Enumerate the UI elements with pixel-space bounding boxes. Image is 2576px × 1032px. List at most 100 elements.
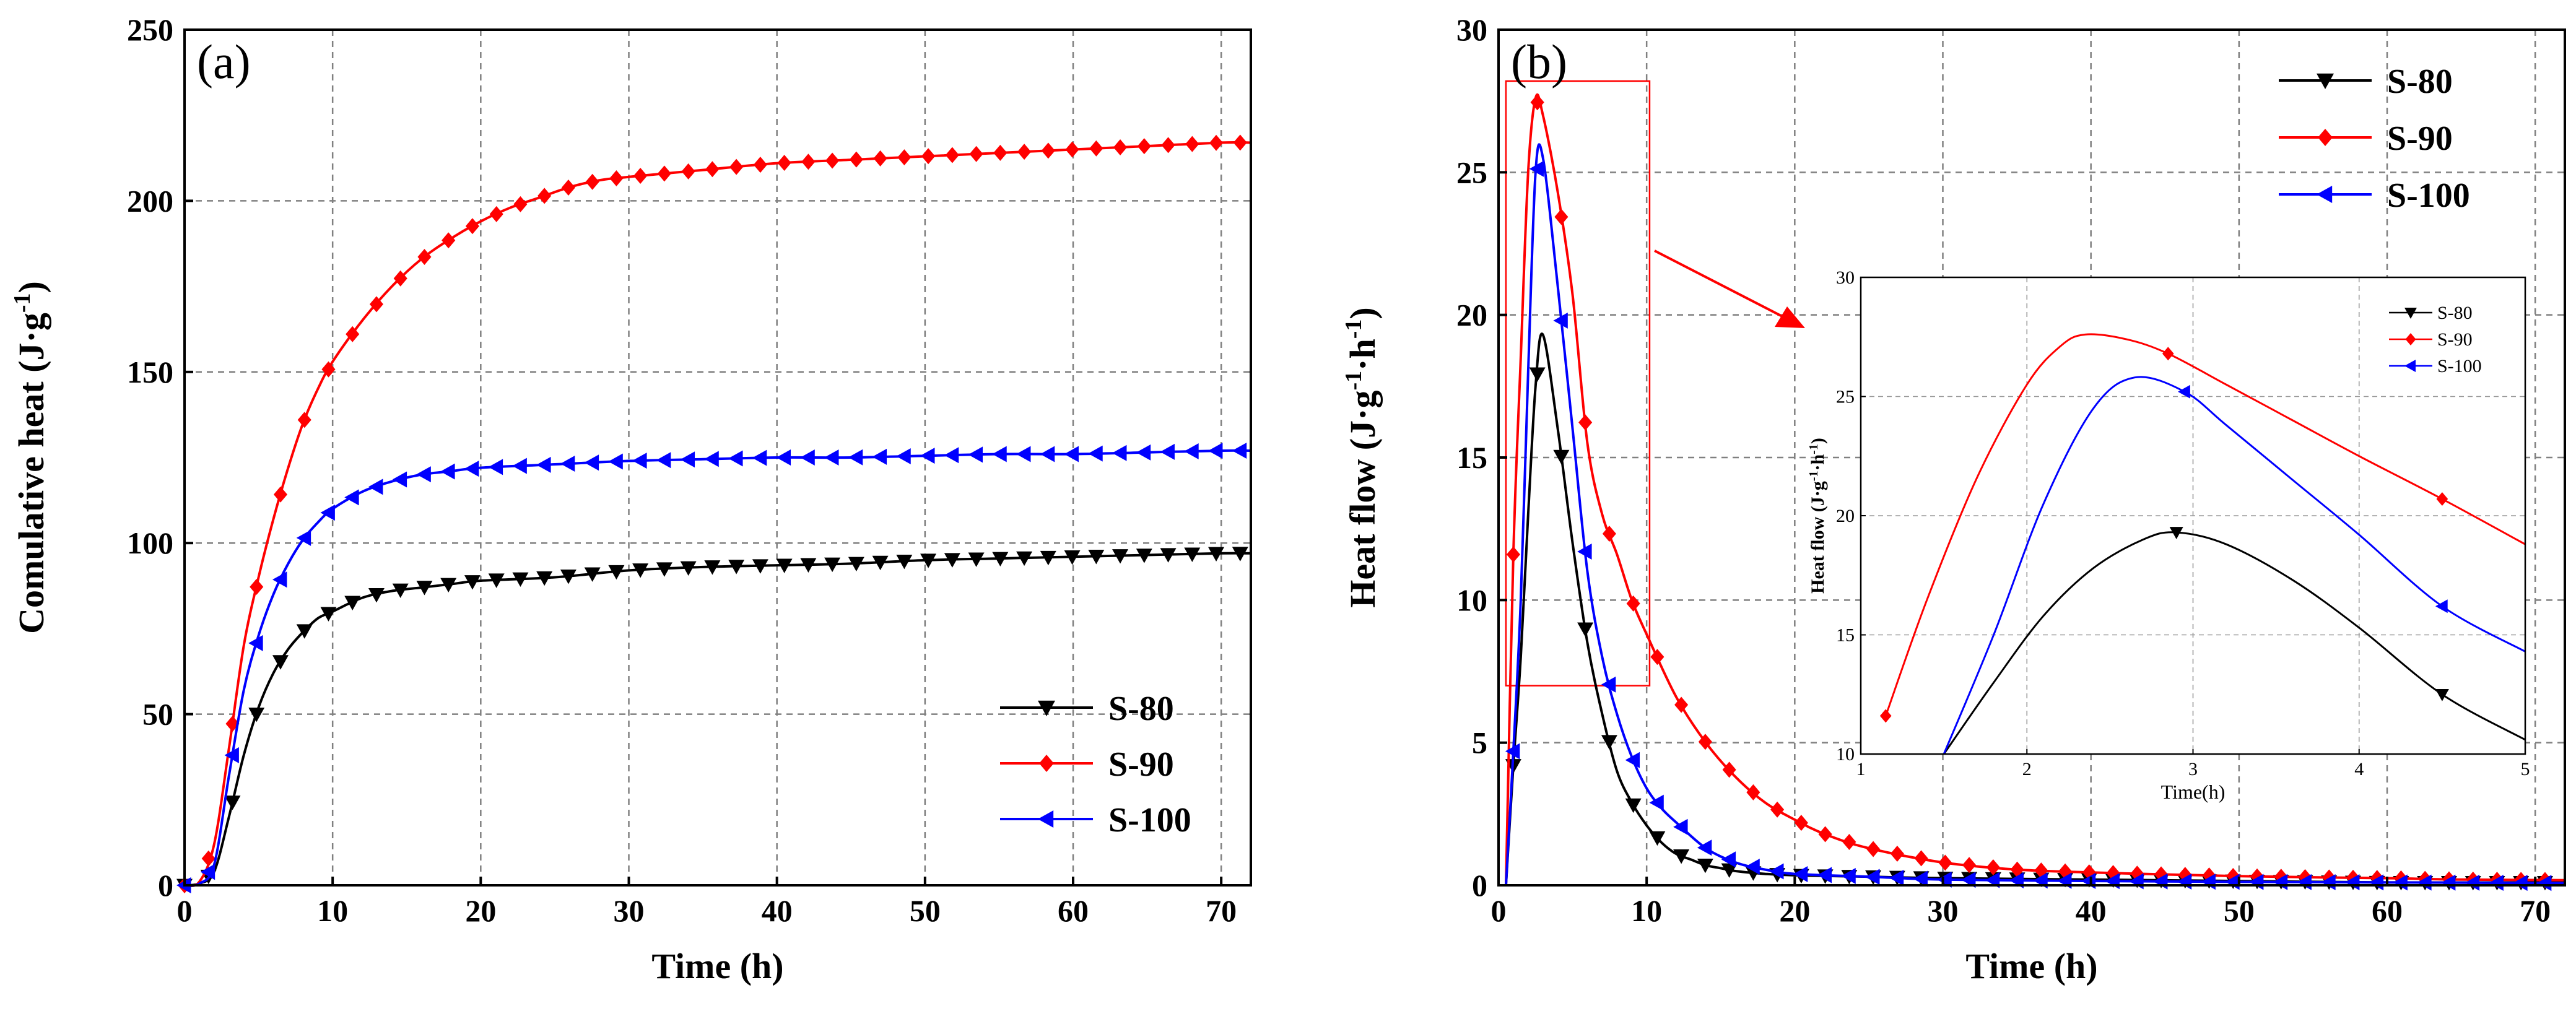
x-tick-label: 70 bbox=[1206, 893, 1237, 928]
marker-S-100 bbox=[2536, 875, 2552, 891]
marker-S-100 bbox=[1184, 443, 1199, 460]
marker-S-80 bbox=[488, 573, 505, 588]
marker-S-80 bbox=[392, 583, 409, 598]
inset-y-axis-title: Heat flow (J·g-1·h-1) bbox=[1807, 438, 1828, 594]
x-tick-label: 30 bbox=[1928, 893, 1959, 928]
inset-y-tick-label: 15 bbox=[1836, 625, 1855, 646]
marker-S-90 bbox=[969, 145, 983, 162]
y-axis-title-part: -1 bbox=[1341, 371, 1367, 391]
x-tick-label: 20 bbox=[1779, 893, 1810, 928]
marker-S-90 bbox=[777, 155, 791, 171]
marker-S-100 bbox=[1505, 743, 1520, 760]
marker-S-80 bbox=[1232, 547, 1248, 562]
marker-S-90 bbox=[921, 148, 936, 165]
y-axis-title-part: ) bbox=[1342, 307, 1383, 319]
marker-S-90 bbox=[346, 326, 360, 342]
inset-y-axis-title-part: -1 bbox=[1807, 471, 1821, 482]
x-tick-label: 0 bbox=[177, 893, 193, 928]
marker-S-90 bbox=[945, 147, 959, 163]
zoom-arrow-line bbox=[1654, 249, 1784, 318]
marker-S-90 bbox=[561, 179, 575, 196]
marker-S-80 bbox=[440, 578, 457, 593]
y-tick-label: 150 bbox=[127, 355, 173, 389]
marker-S-100 bbox=[1625, 752, 1640, 768]
marker-S-80 bbox=[872, 555, 889, 571]
inset-series-line-S-90 bbox=[1884, 333, 2526, 716]
inset-legend: S-80 S-90 S-100 bbox=[2389, 303, 2482, 376]
y-tick-label: 20 bbox=[1456, 298, 1487, 332]
inset-marker-S-90 bbox=[2162, 347, 2174, 361]
zoom-arrow bbox=[1654, 249, 1805, 328]
inset-x-axis-title: Time(h) bbox=[2161, 781, 2226, 803]
x-axis-title: Time (h) bbox=[1965, 946, 2097, 986]
x-tick-label: 60 bbox=[2372, 893, 2403, 928]
y-axis-title-part: -1 bbox=[1341, 319, 1367, 339]
marker-S-90 bbox=[633, 167, 648, 184]
y-tick-label: 50 bbox=[142, 697, 173, 732]
x-axis-title: Time (h) bbox=[651, 946, 783, 986]
marker-S-90 bbox=[1137, 138, 1151, 155]
marker-S-100 bbox=[1769, 863, 1784, 880]
x-tick-label: 70 bbox=[2520, 893, 2551, 928]
x-tick-label: 40 bbox=[762, 893, 793, 928]
inset-marker-S-90 bbox=[1879, 709, 1892, 723]
marker-S-80 bbox=[344, 596, 361, 610]
marker-S-90 bbox=[585, 173, 599, 190]
marker-S-80 bbox=[1064, 550, 1081, 565]
y-axis-title: Heat flow (J·g-1·h-1) bbox=[1341, 307, 1383, 607]
marker-S-90 bbox=[489, 206, 503, 222]
series-line-S-80 bbox=[184, 552, 1251, 887]
marker-S-100 bbox=[1529, 160, 1544, 177]
legend-marker-S-100 bbox=[2317, 186, 2333, 203]
inset-y-tick-label: 30 bbox=[1836, 267, 1855, 288]
marker-S-80 bbox=[1721, 863, 1738, 878]
marker-S-90 bbox=[1938, 854, 1952, 871]
marker-S-90 bbox=[729, 158, 744, 175]
marker-S-80 bbox=[1577, 622, 1594, 637]
marker-S-90 bbox=[801, 154, 816, 170]
marker-S-90 bbox=[1065, 141, 1079, 158]
marker-S-80 bbox=[1553, 449, 1570, 465]
legend-marker-S-80 bbox=[2317, 73, 2334, 89]
marker-S-90 bbox=[753, 157, 767, 173]
marker-S-90 bbox=[2178, 867, 2192, 883]
marker-S-100 bbox=[1016, 446, 1031, 462]
marker-S-100 bbox=[1721, 851, 1736, 868]
marker-S-100 bbox=[560, 456, 575, 472]
marker-S-80 bbox=[224, 796, 241, 810]
marker-S-100 bbox=[752, 449, 767, 466]
y-axis-title-part: ·h bbox=[1342, 339, 1383, 371]
x-tick-label: 0 bbox=[1491, 893, 1507, 928]
inset-y-tick-label: 25 bbox=[1836, 387, 1855, 407]
inset-y-tick-label: 20 bbox=[1836, 506, 1855, 526]
x-tick-label: 40 bbox=[2076, 893, 2107, 928]
y-tick-label: 5 bbox=[1472, 726, 1487, 760]
inset-marker-S-100 bbox=[2178, 384, 2190, 399]
y-tick-label: 30 bbox=[1456, 12, 1487, 47]
marker-S-100 bbox=[584, 454, 599, 471]
marker-S-100 bbox=[824, 449, 839, 466]
marker-S-80 bbox=[1016, 551, 1033, 566]
series-line-S-100 bbox=[1504, 143, 2565, 886]
legend-label-S-80: S-80 bbox=[1108, 690, 1174, 728]
marker-S-90 bbox=[321, 361, 336, 378]
y-tick-label: 10 bbox=[1456, 583, 1487, 617]
marker-S-90 bbox=[1698, 734, 1712, 750]
marker-S-80 bbox=[752, 559, 768, 574]
y-tick-label: 0 bbox=[1472, 868, 1487, 903]
legend-marker-S-90 bbox=[1039, 755, 1054, 772]
marker-S-100 bbox=[1937, 871, 1952, 888]
inset-series-line-S-100 bbox=[1943, 376, 2526, 755]
marker-S-80 bbox=[848, 557, 864, 571]
marker-S-90 bbox=[250, 578, 264, 595]
marker-S-80 bbox=[464, 575, 481, 590]
marker-S-80 bbox=[272, 655, 289, 670]
marker-S-100 bbox=[512, 457, 527, 474]
marker-S-100 bbox=[872, 448, 887, 465]
y-axis-title-part: ) bbox=[11, 281, 51, 293]
y-tick-label: 250 bbox=[127, 12, 173, 47]
series-line-S-100 bbox=[184, 449, 1251, 887]
marker-S-90 bbox=[1794, 815, 1808, 831]
marker-S-80 bbox=[1697, 858, 1713, 874]
marker-S-90 bbox=[1506, 546, 1520, 563]
